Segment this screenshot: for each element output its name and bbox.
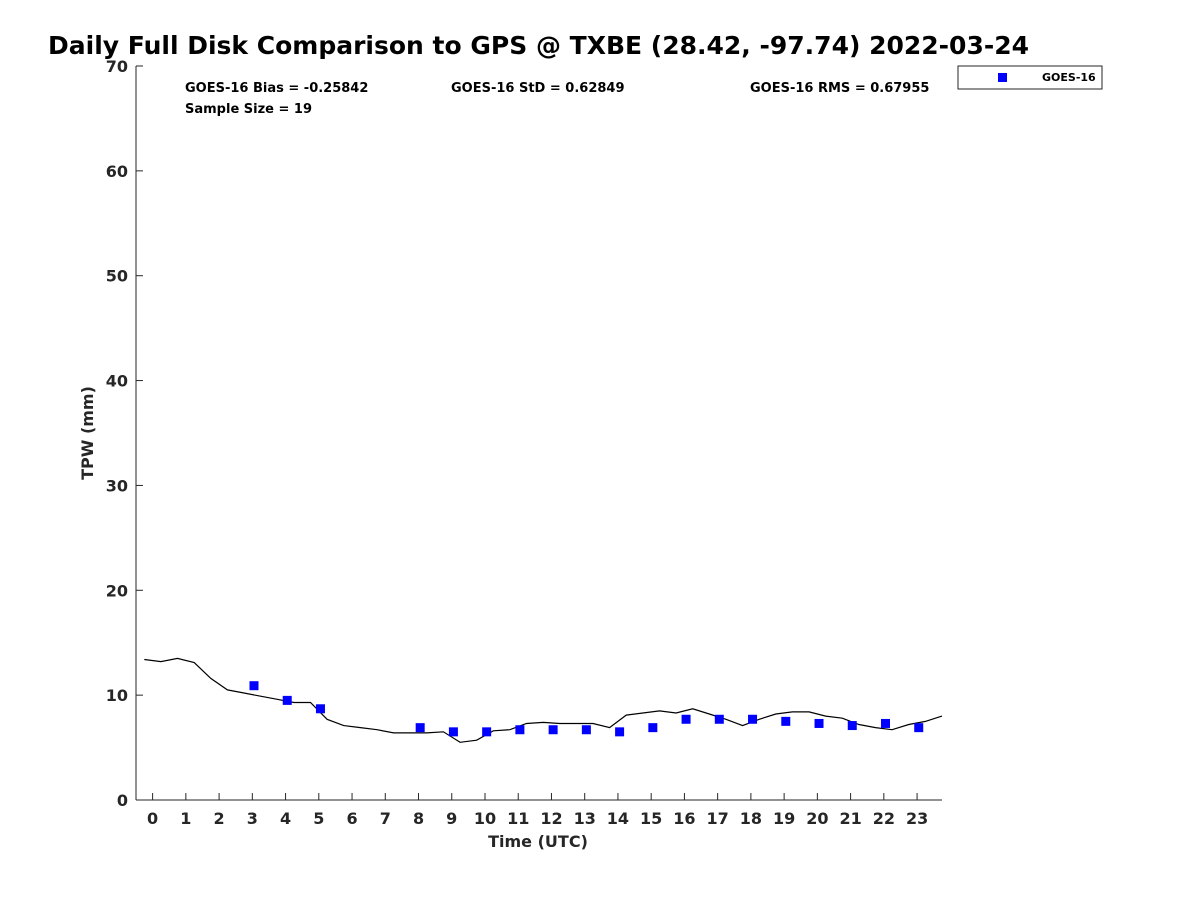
y-tick-label: 60 bbox=[106, 162, 128, 181]
goes16-point bbox=[714, 714, 724, 724]
x-tick-label: 14 bbox=[607, 809, 629, 828]
y-axis-label: TPW (mm) bbox=[78, 386, 97, 480]
goes16-point bbox=[681, 714, 691, 724]
goes16-point bbox=[548, 725, 558, 735]
x-axis: 0 1 2 3 4 5 6 7 8 9 10 11 12 13 14 15 16 17 18 19 20 21 22 23 bbox=[147, 793, 928, 828]
goes16-point bbox=[515, 725, 525, 735]
goes16-point bbox=[315, 704, 325, 714]
y-tick-label: 40 bbox=[106, 372, 128, 391]
x-tick-label: 23 bbox=[906, 809, 928, 828]
x-tick-label: 17 bbox=[707, 809, 729, 828]
x-tick-label: 19 bbox=[773, 809, 795, 828]
bias-stat: GOES-16 Bias = -0.25842 bbox=[185, 81, 368, 96]
x-tick-label: 3 bbox=[247, 809, 258, 828]
x-tick-label: 10 bbox=[474, 809, 496, 828]
chart-title: Daily Full Disk Comparison to GPS @ TXBE… bbox=[48, 31, 1029, 60]
x-tick-label: 0 bbox=[147, 809, 158, 828]
x-tick-label: 9 bbox=[446, 809, 457, 828]
x-axis-label: Time (UTC) bbox=[488, 832, 588, 851]
y-tick-label: 30 bbox=[106, 476, 128, 495]
y-tick-label: 0 bbox=[117, 791, 128, 810]
x-tick-label: 22 bbox=[873, 809, 895, 828]
x-tick-label: 15 bbox=[640, 809, 662, 828]
x-tick-label: 20 bbox=[806, 809, 828, 828]
legend-label: GOES-16 bbox=[1042, 71, 1096, 84]
goes16-point bbox=[249, 681, 259, 691]
goes16-point bbox=[615, 727, 625, 737]
x-tick-label: 6 bbox=[346, 809, 357, 828]
goes16-point bbox=[415, 723, 425, 733]
goes16-point bbox=[482, 727, 492, 737]
gps-reference-line bbox=[144, 657, 943, 743]
std-stat: GOES-16 StD = 0.62849 bbox=[451, 81, 625, 96]
goes16-point bbox=[282, 695, 292, 705]
goes16-points bbox=[249, 681, 924, 737]
x-tick-label: 8 bbox=[413, 809, 424, 828]
x-tick-label: 1 bbox=[180, 809, 191, 828]
x-tick-label: 7 bbox=[380, 809, 391, 828]
goes16-point bbox=[581, 725, 591, 735]
y-axis: 0 10 20 30 40 50 60 70 bbox=[106, 57, 143, 810]
goes16-point bbox=[648, 723, 658, 733]
goes16-point bbox=[847, 721, 857, 731]
x-tick-label: 12 bbox=[540, 809, 562, 828]
sample-size-stat: Sample Size = 19 bbox=[185, 102, 312, 117]
goes16-point bbox=[748, 714, 758, 724]
x-tick-label: 11 bbox=[507, 809, 529, 828]
legend: GOES-16 bbox=[957, 65, 1103, 90]
goes16-point bbox=[880, 718, 890, 728]
goes16-point bbox=[814, 718, 824, 728]
x-tick-label: 13 bbox=[574, 809, 596, 828]
x-tick-label: 2 bbox=[214, 809, 225, 828]
rms-stat: GOES-16 RMS = 0.67955 bbox=[750, 81, 929, 96]
goes16-point bbox=[448, 727, 458, 737]
y-tick-label: 50 bbox=[106, 267, 128, 286]
x-tick-label: 16 bbox=[673, 809, 695, 828]
y-tick-label: 70 bbox=[106, 57, 128, 76]
x-tick-label: 5 bbox=[313, 809, 324, 828]
y-tick-label: 10 bbox=[106, 686, 128, 705]
legend-box bbox=[957, 65, 1103, 90]
y-tick-label: 20 bbox=[106, 581, 128, 600]
goes16-point bbox=[914, 723, 924, 733]
x-tick-label: 18 bbox=[740, 809, 762, 828]
goes16-point bbox=[781, 716, 791, 726]
x-tick-label: 4 bbox=[280, 809, 291, 828]
x-tick-label: 21 bbox=[839, 809, 861, 828]
legend-marker bbox=[998, 73, 1007, 82]
